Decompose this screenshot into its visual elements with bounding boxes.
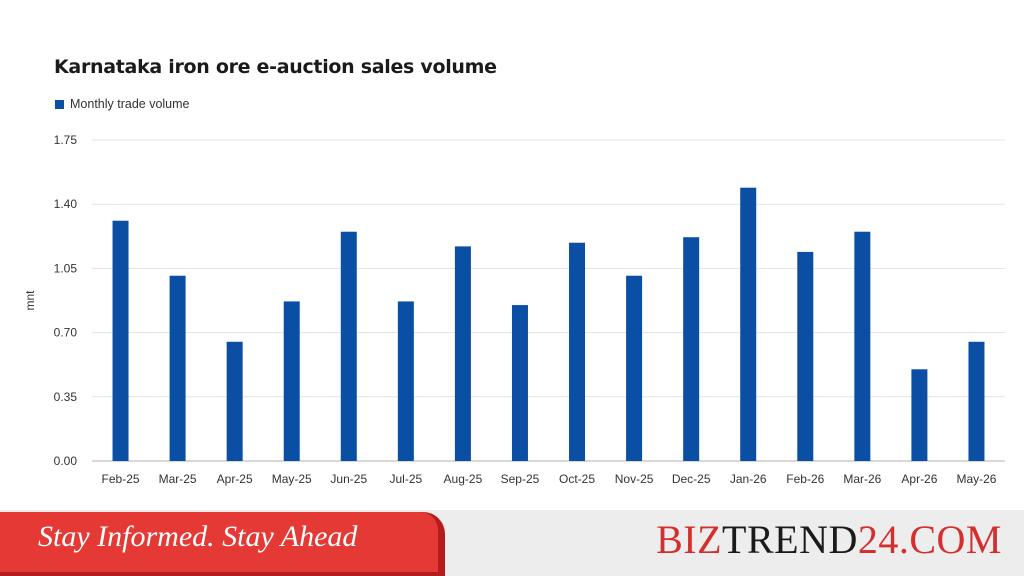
x-tick-label: Sep-25 bbox=[501, 472, 540, 486]
tagline-text: Stay Informed. Stay Ahead bbox=[38, 520, 358, 553]
x-tick-label: Jul-25 bbox=[390, 472, 423, 486]
y-tick-label: 1.05 bbox=[54, 261, 78, 275]
y-tick-label: 0.35 bbox=[54, 390, 78, 404]
y-axis-label: mnt bbox=[23, 290, 37, 311]
x-tick-label: Nov-25 bbox=[615, 472, 654, 486]
x-tick-label: Dec-25 bbox=[672, 472, 711, 486]
bar bbox=[683, 237, 700, 461]
legend-swatch bbox=[55, 99, 64, 109]
bar bbox=[740, 187, 757, 462]
x-tick-label: Aug-25 bbox=[444, 472, 483, 486]
x-tick-label: Mar-25 bbox=[159, 472, 197, 486]
chart-area: Karnataka iron ore e-auction sales volum… bbox=[23, 56, 1005, 486]
bar bbox=[569, 242, 586, 461]
bar bbox=[911, 369, 928, 461]
bar bbox=[626, 275, 643, 461]
bar bbox=[283, 301, 300, 461]
chart-title: Karnataka iron ore e-auction sales volum… bbox=[54, 56, 497, 78]
x-tick-label: Oct-25 bbox=[559, 472, 595, 486]
brand-part-biz: BIZ bbox=[656, 517, 723, 562]
bar bbox=[511, 305, 528, 461]
tagline-banner bbox=[0, 512, 438, 572]
y-tick-label: 0.00 bbox=[54, 454, 78, 468]
x-tick-label: May-25 bbox=[272, 472, 312, 486]
brand-part-com: 24.COM bbox=[857, 517, 1002, 562]
bar-chart-plot: 0.00 0.35 0.70 1.05 1.40 1.75 mnt Feb-25 Mar-25 A… bbox=[23, 133, 1005, 486]
legend-label: Monthly trade volume bbox=[70, 97, 190, 111]
x-tick-label: Mar-26 bbox=[843, 472, 881, 486]
brand-part-trend: TREND bbox=[722, 517, 858, 562]
bar bbox=[226, 341, 243, 461]
x-tick-label: Jan-26 bbox=[730, 472, 767, 486]
bar bbox=[397, 301, 414, 461]
x-tick-label: Feb-25 bbox=[102, 472, 140, 486]
bar bbox=[112, 220, 129, 461]
x-tick-label: Feb-26 bbox=[786, 472, 824, 486]
x-tick-label: May-26 bbox=[956, 472, 996, 486]
y-tick-label: 0.70 bbox=[54, 326, 78, 340]
legend: Monthly trade volume bbox=[55, 97, 190, 111]
bar bbox=[454, 246, 471, 461]
x-tick-label: Apr-25 bbox=[217, 472, 253, 486]
bar bbox=[169, 275, 186, 461]
x-tick-label: Apr-26 bbox=[901, 472, 937, 486]
bar bbox=[797, 251, 814, 461]
brand-logo[interactable]: BIZTREND24.COM bbox=[656, 516, 1002, 563]
bar bbox=[854, 231, 871, 461]
bar bbox=[340, 231, 357, 461]
x-tick-label: Jun-25 bbox=[330, 472, 367, 486]
y-tick-label: 1.75 bbox=[54, 133, 78, 147]
bar bbox=[968, 341, 985, 461]
y-tick-label: 1.40 bbox=[54, 197, 78, 211]
